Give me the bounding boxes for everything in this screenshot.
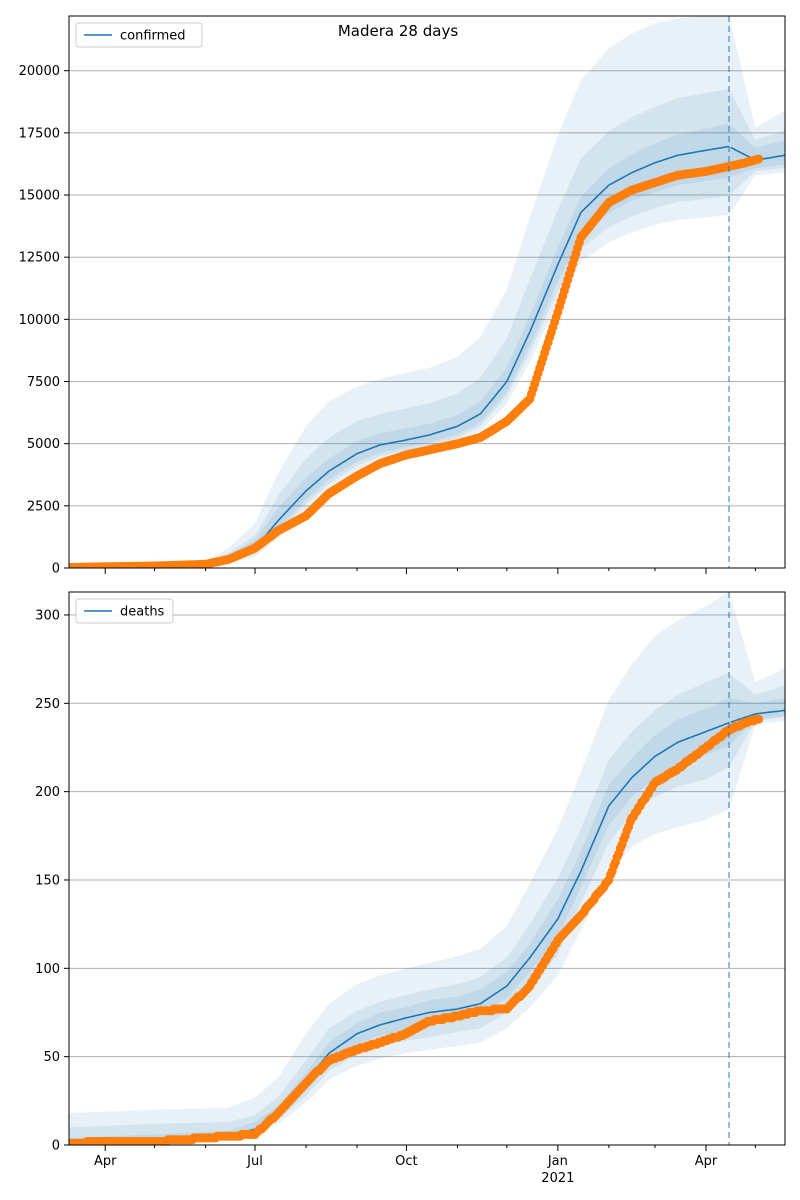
y-tick-label: 150	[35, 873, 60, 888]
y-tick-label: 250	[35, 697, 60, 712]
x-tick-label: Jul	[246, 1154, 263, 1169]
y-tick-label: 10000	[19, 313, 60, 328]
plot-area	[69, 16, 785, 568]
model-line-continuation	[730, 709, 785, 723]
y-tick-label: 20000	[19, 64, 60, 79]
confidence-band-2	[69, 673, 785, 1145]
confirmed-panel: 0 2500 5000 7500 10000 12500 15000 17500 20000 co…	[19, 15, 786, 577]
y-tick-label: 50	[43, 1050, 60, 1065]
legend-box	[75, 598, 174, 624]
plot-frame	[68, 591, 786, 1146]
y-tick-label: 0	[52, 562, 60, 577]
y-tick-label: 300	[35, 608, 60, 623]
observed-points	[69, 154, 764, 568]
legend-box	[75, 22, 203, 48]
y-tick-label: 17500	[19, 126, 60, 141]
legend: deaths	[75, 598, 174, 624]
x-tick-label: Jan	[547, 1154, 568, 1169]
confidence-band-1	[69, 592, 785, 1145]
y-tick-label: 100	[35, 962, 60, 977]
confidence-band-1	[69, 16, 785, 568]
plot-frame	[68, 15, 786, 569]
legend-label: confirmed	[120, 29, 186, 44]
y-tick-label: 200	[35, 785, 60, 800]
observed-point	[754, 714, 764, 724]
confidence-band-3	[69, 698, 785, 1144]
y-tick-label: 7500	[27, 375, 60, 390]
legend: confirmed	[75, 22, 203, 48]
y-tick-label: 15000	[19, 189, 60, 204]
legend-label: deaths	[120, 605, 165, 620]
plot-area	[69, 592, 785, 1145]
observed-point	[754, 154, 764, 164]
x-tick-label: Oct	[395, 1154, 417, 1169]
x-tick-year-label: 2021	[541, 1171, 574, 1186]
y-tick-label: 0	[52, 1139, 60, 1154]
deaths-panel: 0 50 100 150 200 250 300 Apr Jul Oct Jan 2021 Apr dea…	[35, 591, 786, 1186]
x-tick-label: Apr	[94, 1154, 117, 1169]
y-tick-label: 2500	[27, 499, 60, 514]
observed-points	[69, 714, 764, 1145]
x-tick-label: Apr	[695, 1154, 718, 1169]
y-tick-label: 5000	[27, 437, 60, 452]
y-tick-label: 12500	[19, 251, 60, 266]
chart-title: Madera 28 days	[338, 22, 458, 40]
